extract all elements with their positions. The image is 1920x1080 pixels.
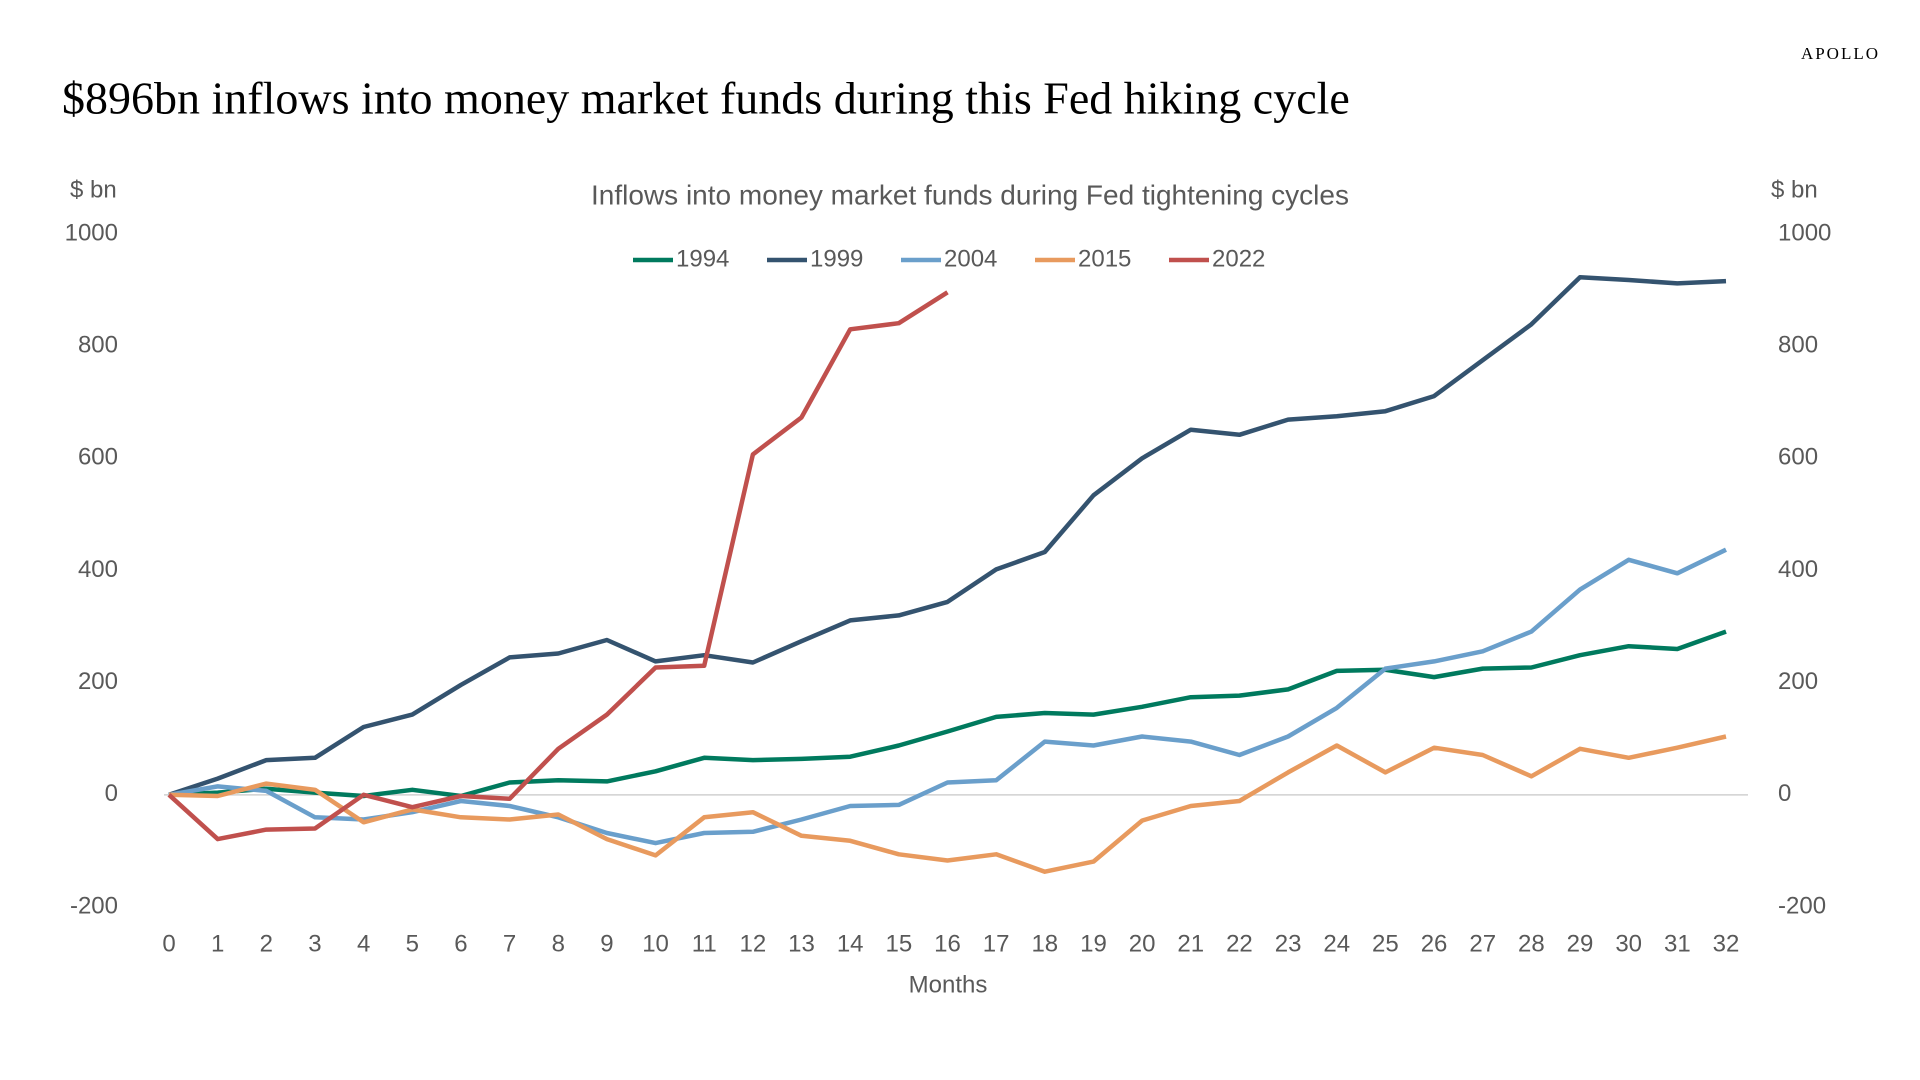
- y2-tick-label: 400: [1778, 556, 1818, 583]
- x-tick-label: 20: [1129, 930, 1156, 957]
- series-line: [168, 274, 1727, 797]
- y-tick-label: 1000: [65, 219, 118, 246]
- x-tick-label: 18: [1031, 930, 1058, 957]
- y-tick-label: 600: [78, 444, 118, 471]
- y-tick-label: -200: [70, 892, 118, 919]
- y2-axis-label: $ bn: [1771, 176, 1818, 203]
- x-tick-label: 2: [260, 930, 273, 957]
- chart-subtitle: Inflows into money market funds during F…: [591, 179, 1349, 210]
- x-tick-label: 0: [162, 930, 175, 957]
- y2-tick-label: 200: [1778, 668, 1818, 695]
- series-line: [168, 547, 1727, 846]
- x-tick-label: 21: [1177, 930, 1204, 957]
- y-tick-label: 400: [78, 556, 118, 583]
- x-tick-label: 3: [308, 930, 321, 957]
- y-tick-label: 200: [78, 668, 118, 695]
- x-tick-label: 28: [1518, 930, 1545, 957]
- x-tick-label: 15: [885, 930, 912, 957]
- series-line: [167, 290, 949, 842]
- chart-title: $896bn inflows into money market funds d…: [62, 73, 1350, 124]
- x-tick-label: 30: [1615, 930, 1642, 957]
- x-tick-label: 32: [1713, 930, 1740, 957]
- x-tick-label: 25: [1372, 930, 1399, 957]
- legend-label: 2015: [1078, 245, 1131, 272]
- x-tick-label: 13: [788, 930, 815, 957]
- x-tick-label: 23: [1275, 930, 1302, 957]
- y2-tick-label: 1000: [1778, 219, 1831, 246]
- x-tick-label: 29: [1567, 930, 1594, 957]
- x-tick-label: 8: [552, 930, 565, 957]
- x-tick-label: 22: [1226, 930, 1253, 957]
- y-tick-label: 0: [105, 780, 118, 807]
- x-tick-label: 17: [983, 930, 1010, 957]
- x-tick-label: 11: [692, 930, 717, 957]
- y2-tick-label: 0: [1778, 780, 1791, 807]
- legend-label: 2004: [944, 245, 997, 272]
- x-tick-label: 14: [837, 930, 864, 957]
- x-tick-label: 12: [740, 930, 767, 957]
- legend-label: 1994: [676, 245, 729, 272]
- y-tick-label: 800: [78, 332, 118, 359]
- x-axis-label: Months: [909, 971, 988, 998]
- series-line: [168, 734, 1727, 874]
- x-tick-label: 5: [406, 930, 419, 957]
- x-tick-label: 26: [1421, 930, 1448, 957]
- x-tick-label: 9: [600, 930, 613, 957]
- x-tick-label: 6: [454, 930, 467, 957]
- legend-label: 2022: [1212, 245, 1265, 272]
- x-tick-label: 31: [1664, 930, 1691, 957]
- x-tick-label: 19: [1080, 930, 1107, 957]
- legend-label: 1999: [810, 245, 863, 272]
- x-tick-label: 24: [1323, 930, 1350, 957]
- brand: APOLLO: [1801, 44, 1880, 63]
- x-tick-label: 7: [503, 930, 516, 957]
- x-tick-label: 16: [934, 930, 961, 957]
- y2-tick-label: 600: [1778, 444, 1818, 471]
- x-tick-label: 27: [1469, 930, 1496, 957]
- x-tick-label: 1: [211, 930, 224, 957]
- y2-tick-label: 800: [1778, 332, 1818, 359]
- y2-tick-label: -200: [1778, 892, 1826, 919]
- y-axis-label: $ bn: [70, 176, 117, 203]
- series-line: [168, 629, 1727, 799]
- x-tick-label: 4: [357, 930, 370, 957]
- x-tick-label: 10: [642, 930, 669, 957]
